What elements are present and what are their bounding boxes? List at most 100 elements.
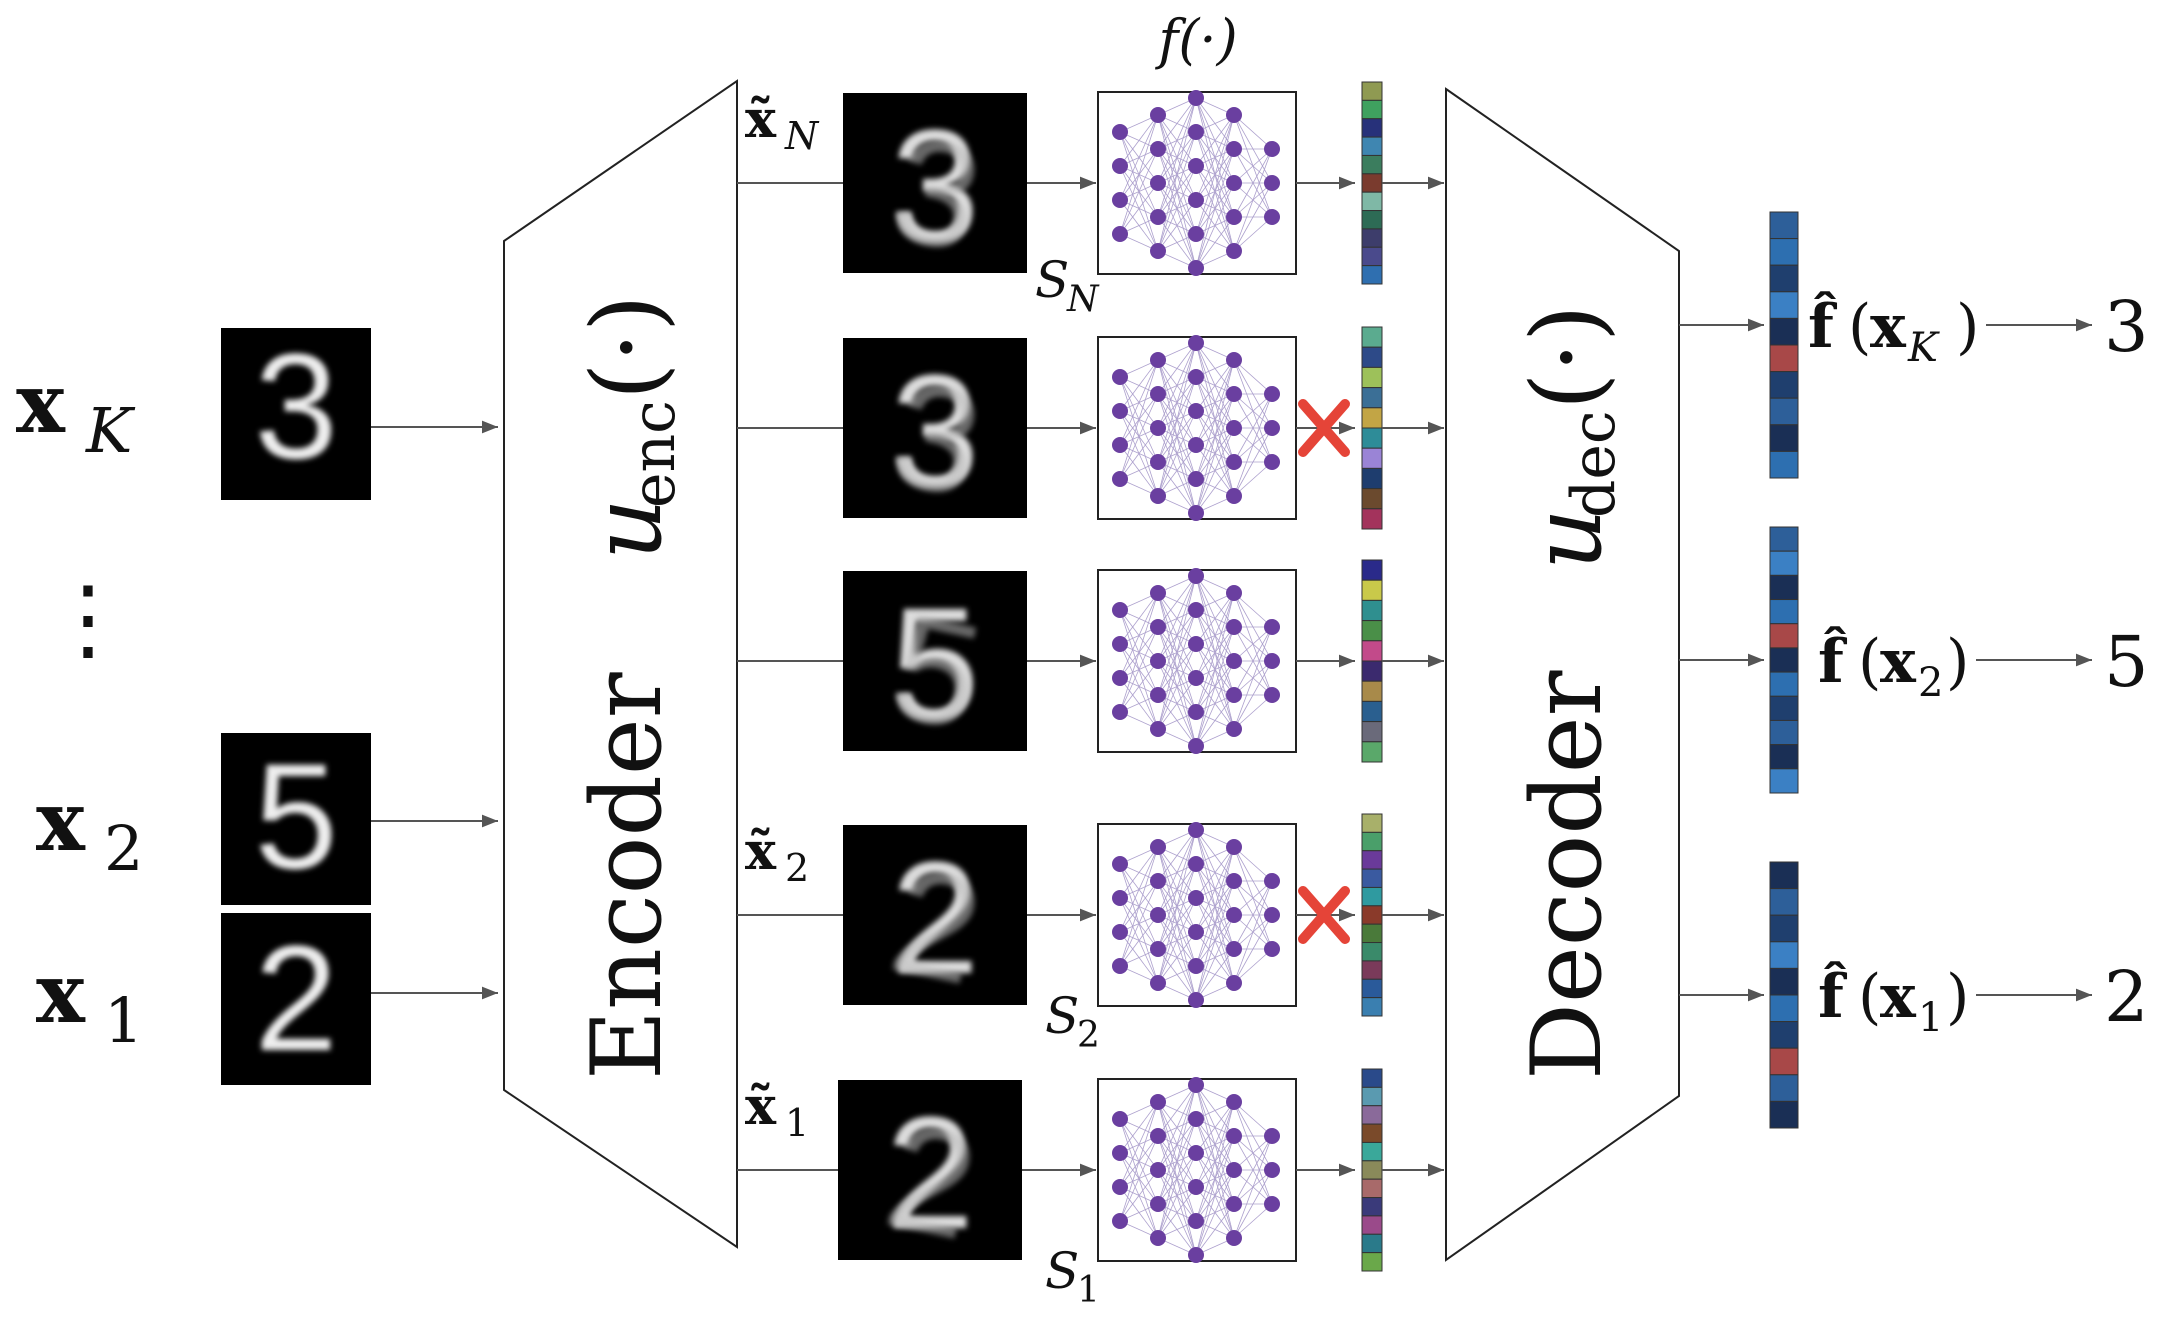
encoder-fn-sub: enc xyxy=(619,400,689,508)
network-node xyxy=(1226,839,1242,855)
blocked-x-icon xyxy=(1298,399,1350,457)
network-edge xyxy=(1195,694,1235,747)
network-node xyxy=(1188,226,1204,242)
network-node xyxy=(1112,924,1128,940)
network-edge xyxy=(1119,1101,1159,1154)
feature-cell xyxy=(1361,831,1383,852)
network-edge xyxy=(1233,148,1273,218)
input-xk-image xyxy=(221,328,371,500)
output-label-x: x xyxy=(1870,292,1907,362)
output-cell xyxy=(1769,623,1799,649)
network-node xyxy=(1112,1213,1128,1229)
network-node xyxy=(1226,1094,1242,1110)
network-edge xyxy=(1233,694,1273,730)
network-edge xyxy=(1233,461,1273,497)
branch-image xyxy=(843,93,1027,273)
network-node xyxy=(1150,907,1166,923)
network-node xyxy=(1226,585,1242,601)
network-node xyxy=(1150,1162,1166,1178)
network-node xyxy=(1188,403,1204,419)
output-cell xyxy=(1769,914,1799,943)
network-node xyxy=(1226,873,1242,889)
feature-cell xyxy=(1361,366,1383,389)
network-node xyxy=(1112,704,1128,720)
blocked-x-stroke xyxy=(1298,886,1350,944)
network-node xyxy=(1264,653,1280,669)
network-edge xyxy=(1119,626,1159,713)
branch-s-label: S xyxy=(1035,251,1069,309)
network-edge xyxy=(1233,1169,1273,1239)
feature-cell xyxy=(1361,265,1383,285)
network-edge xyxy=(1195,592,1235,747)
branch-4: 22x̃ 1S1 xyxy=(737,1068,1444,1311)
network-edge xyxy=(1233,626,1273,662)
network-node xyxy=(1150,721,1166,737)
output-0: f̂ (x K) 3 xyxy=(1679,211,2149,479)
network-edge xyxy=(1119,592,1159,713)
branch-s-label: S xyxy=(1045,987,1079,1045)
output-cell xyxy=(1769,424,1799,452)
branch-s-sub: N xyxy=(1066,279,1100,320)
feature-cell xyxy=(1361,813,1383,833)
network-node xyxy=(1188,158,1204,174)
network-node xyxy=(1150,1094,1166,1110)
input-x1-sub: 1 xyxy=(104,984,143,1057)
network-edge xyxy=(1157,609,1197,730)
network-edge xyxy=(1119,846,1159,899)
output-cell xyxy=(1769,397,1799,426)
network-node xyxy=(1226,653,1242,669)
feature-cell xyxy=(1361,640,1383,662)
network-edge xyxy=(1157,575,1197,662)
network-edge xyxy=(1233,359,1273,395)
network-node xyxy=(1264,619,1280,635)
network-node xyxy=(1112,437,1128,453)
network-edge xyxy=(1195,359,1235,412)
network-edge xyxy=(1233,216,1273,252)
feature-cell xyxy=(1361,488,1383,510)
network-node xyxy=(1112,1145,1128,1161)
output-cell xyxy=(1769,888,1799,916)
network-edge xyxy=(1157,643,1197,730)
network-edge xyxy=(1119,1169,1159,1222)
network-node xyxy=(1150,585,1166,601)
network-node xyxy=(1226,1162,1242,1178)
network-edge xyxy=(1233,393,1273,463)
network-edge xyxy=(1119,592,1159,679)
feature-cell xyxy=(1361,850,1383,870)
feature-cell xyxy=(1361,1086,1383,1107)
network-node xyxy=(1112,226,1128,242)
network-edge xyxy=(1195,216,1235,269)
network-node xyxy=(1226,907,1242,923)
network-node xyxy=(1188,1145,1204,1161)
network-node xyxy=(1188,822,1204,838)
network-edge xyxy=(1119,182,1159,235)
decoder-trapezoid xyxy=(1445,87,1680,1262)
network-node xyxy=(1264,420,1280,436)
decoder-word: Decoder xyxy=(1511,670,1623,1080)
input-ellipsis: ⋮ xyxy=(43,567,133,672)
output-cell xyxy=(1769,994,1799,1023)
network-edge xyxy=(1157,131,1197,252)
network-edge xyxy=(1195,359,1235,446)
encoder-trapezoid xyxy=(503,79,738,1249)
network-node xyxy=(1188,602,1204,618)
decoder-function: u dec (·) xyxy=(1511,305,1629,570)
branch-image xyxy=(843,571,1027,751)
feature-cell xyxy=(1361,326,1383,348)
network-edge xyxy=(1119,359,1159,412)
network-edge xyxy=(1119,114,1159,201)
input-xk-sub: K xyxy=(85,394,136,467)
network-node xyxy=(1188,704,1204,720)
output-cell xyxy=(1769,768,1799,794)
network-node xyxy=(1264,1162,1280,1178)
decoder-label: Decoder xyxy=(1511,670,1623,1080)
network-edges xyxy=(1119,1084,1273,1256)
network-edge xyxy=(1233,846,1273,882)
network-edge xyxy=(1233,880,1273,984)
output-label-paren-close: ) xyxy=(1946,962,1969,1032)
network-node xyxy=(1150,488,1166,504)
network-node xyxy=(1226,107,1242,123)
network-edge xyxy=(1195,114,1235,201)
network-node xyxy=(1226,352,1242,368)
network-edge xyxy=(1119,1101,1159,1188)
